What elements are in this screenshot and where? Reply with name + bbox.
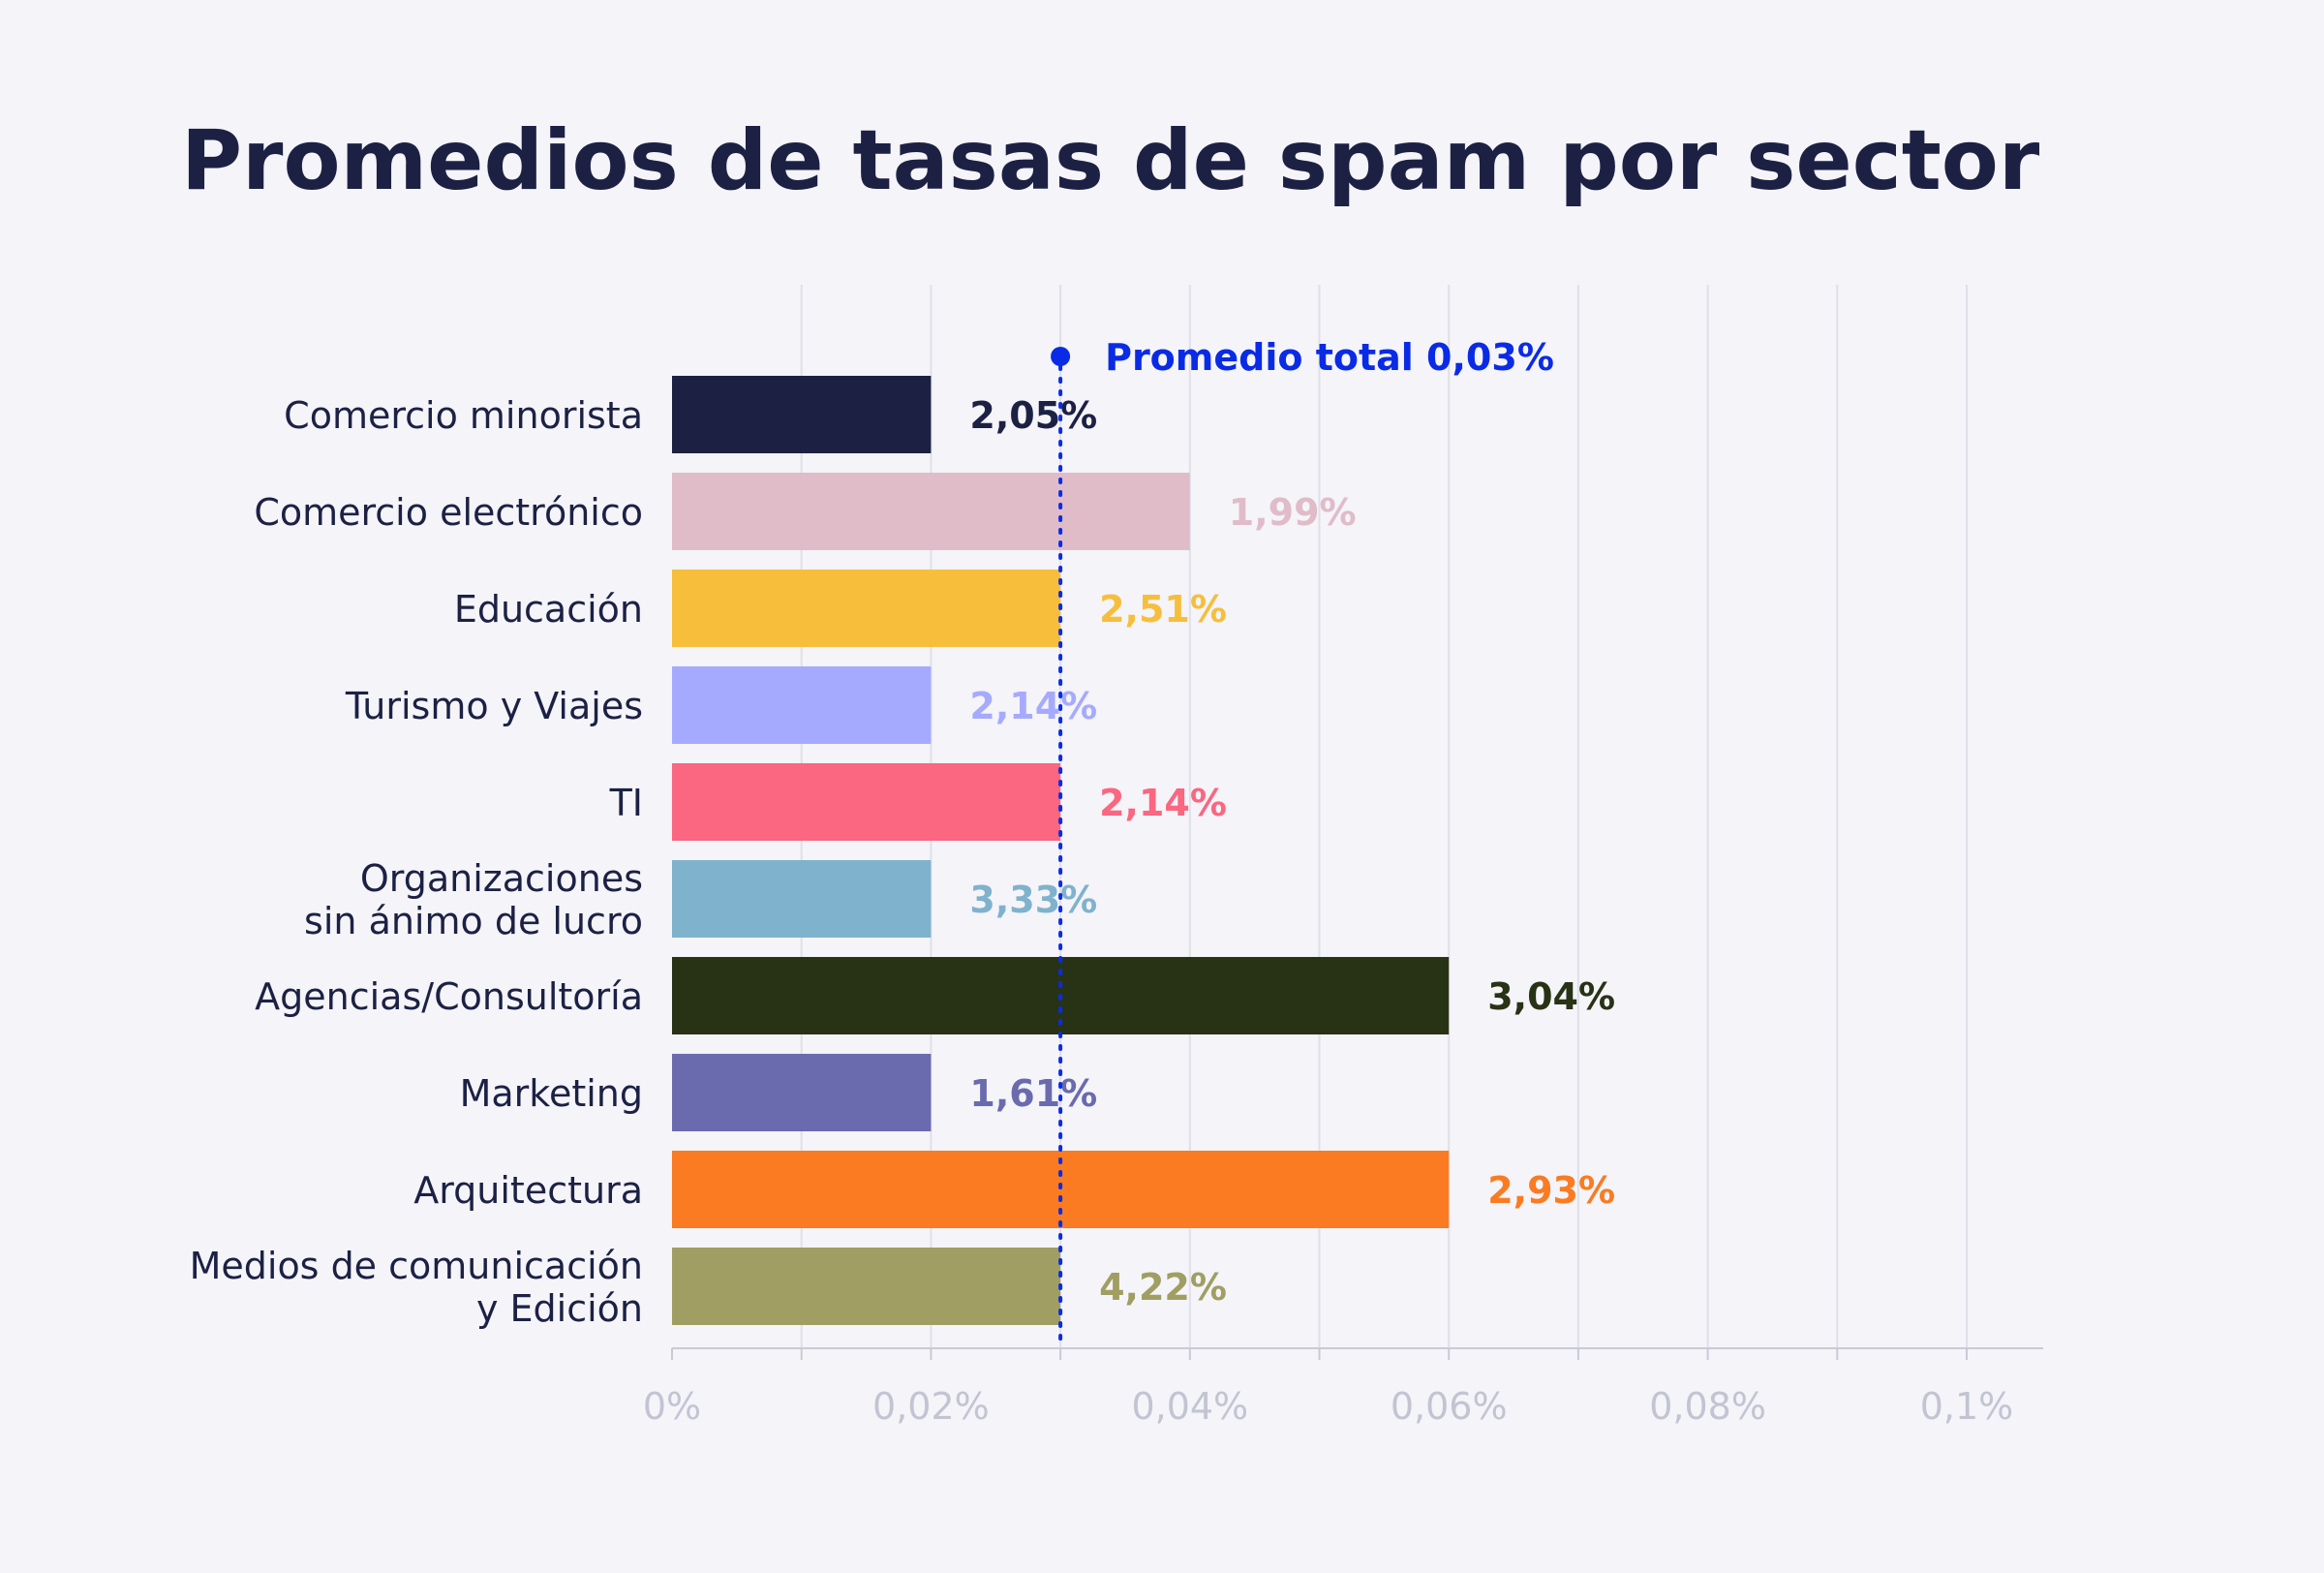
- value-label: 2,14%: [969, 685, 1097, 727]
- category-label: Educación: [454, 588, 643, 631]
- grid-lines: [800, 285, 1968, 1348]
- x-tick-label: 0,06%: [1391, 1385, 1508, 1428]
- bar: [672, 666, 932, 744]
- value-label: 2,05%: [969, 394, 1097, 437]
- value-label: 1,61%: [969, 1072, 1097, 1115]
- x-tick-label: 0,04%: [1131, 1385, 1248, 1428]
- category-label: TI: [609, 782, 643, 824]
- x-axis: 0% 0,02% 0,04% 0,06% 0,08% 0,1%: [643, 1347, 2043, 1428]
- bar: [672, 763, 1061, 841]
- bar: [672, 570, 1061, 647]
- bar: [672, 860, 932, 938]
- bars: [672, 376, 1450, 1325]
- x-tick-label: 0,02%: [872, 1385, 990, 1428]
- category-label: Comercio minorista: [284, 394, 643, 437]
- average-dot: [1051, 347, 1071, 366]
- category-label: Arquitectura: [413, 1169, 643, 1212]
- value-label: 2,51%: [1099, 588, 1227, 631]
- category-labels: Comercio minorista Comercio electrónico Ed…: [190, 394, 643, 1330]
- bar: [672, 473, 1190, 550]
- value-label: 2,93%: [1487, 1169, 1615, 1212]
- category-label: Marketing: [460, 1072, 643, 1115]
- bar: [672, 1248, 1061, 1325]
- category-label: Turismo y Viajes: [345, 685, 643, 727]
- x-tick-label: 0,08%: [1649, 1385, 1766, 1428]
- value-label: 2,14%: [1099, 782, 1227, 824]
- category-label: Agencias/Consultoría: [255, 975, 643, 1018]
- category-label: Medios de comunicación y Edición: [190, 1245, 643, 1330]
- x-tick-label: 0,1%: [1920, 1385, 2014, 1428]
- category-label: Organizaciones sin ánimo de lucro: [304, 857, 643, 942]
- average-marker: Promedio total 0,03%: [1051, 336, 1554, 1350]
- x-tick-label: 0%: [643, 1385, 701, 1428]
- value-labels: 2,05% 1,99% 2,51% 2,14% 2,14% 3,33% 3,04% 1,61%…: [969, 394, 1615, 1309]
- value-label: 1,99%: [1229, 491, 1357, 534]
- value-label: 3,33%: [969, 879, 1097, 921]
- bar: [672, 376, 932, 453]
- chart-title: Promedios de tasas de spam por sector: [181, 112, 2040, 209]
- value-label: 4,22%: [1099, 1266, 1227, 1309]
- value-label: 3,04%: [1487, 975, 1615, 1018]
- bar: [672, 1054, 932, 1131]
- category-label: Comercio electrónico: [254, 491, 643, 534]
- average-label: Promedio total 0,03%: [1105, 336, 1554, 379]
